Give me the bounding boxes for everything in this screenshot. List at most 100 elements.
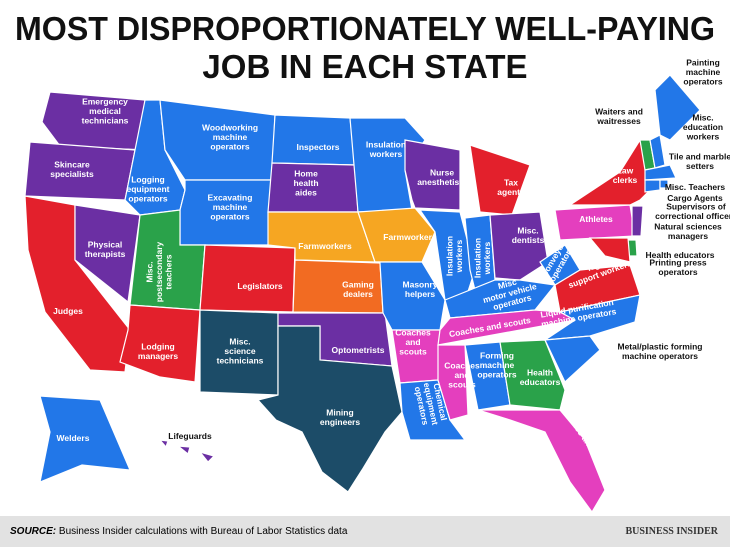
state: [357, 207, 436, 263]
label-line: Metal/plastic forming: [617, 342, 702, 352]
region-label: Supervisors of correctional officers: [655, 202, 730, 222]
region-label: Judges: [53, 306, 83, 316]
region-label: Mining engineers: [320, 408, 360, 428]
region-label: Health educators: [646, 250, 715, 260]
label-line: Lodging: [141, 342, 175, 352]
label-line: scouts: [448, 380, 476, 390]
region-label: Gaming dealers: [342, 280, 374, 300]
brand: BUSINESS INSIDER: [625, 526, 718, 537]
label-line: education: [683, 122, 723, 132]
state: [158, 439, 169, 449]
region-label: Physical therapists: [85, 240, 126, 260]
label-line: Farmworkers: [298, 241, 352, 251]
region-label: Law clerks: [613, 166, 638, 186]
region-label: Insulationworkers: [473, 238, 493, 278]
label-line: and: [405, 337, 420, 347]
label-line: Tile and marble: [669, 152, 730, 162]
label-line: workers: [454, 239, 464, 273]
label-line: correctional officers: [655, 211, 730, 221]
region-label: Cargo Agents: [667, 193, 723, 203]
state: [176, 445, 191, 456]
region-label: Farmworkers: [383, 232, 437, 242]
label-line: Misc: [497, 277, 518, 292]
label-line: aides: [295, 188, 317, 198]
state: [499, 339, 566, 411]
label-line: Athletes: [579, 214, 613, 224]
region-label: Tile and marble setters: [669, 152, 730, 172]
state: [649, 134, 666, 169]
label-line: machine: [213, 202, 248, 212]
label-line: Misc. Teachers: [665, 182, 726, 192]
label-line: Painting: [686, 58, 720, 68]
label-line: and: [454, 370, 469, 380]
region-label: Lifeguards: [168, 431, 212, 441]
region-label: Emergency medical technicians: [82, 97, 129, 126]
state: [404, 139, 461, 211]
label-line: specialists: [50, 169, 94, 179]
label-line: machine: [480, 360, 515, 370]
label-line: dentists: [512, 235, 545, 245]
label-line: machine: [686, 67, 721, 77]
label-line: Farmworkers: [383, 232, 437, 242]
label-line: Logging: [131, 175, 165, 185]
region-label: Metal/plastic forming machine operators: [617, 342, 702, 362]
label-line: Supervisors of: [666, 202, 726, 212]
region-label: Misc. science technicians: [217, 337, 264, 366]
state: [437, 344, 469, 421]
region-label: Painting machine operators: [683, 58, 722, 87]
region-label: Farmworkers: [298, 241, 352, 251]
label-line: workers: [482, 241, 492, 275]
label-line: Insulation: [473, 238, 483, 278]
state: [588, 237, 631, 263]
region-label: Welders: [57, 433, 90, 443]
region-label: Insulationworkers: [445, 236, 465, 276]
label-line: clerks: [613, 175, 638, 185]
label-line: Gaming: [342, 280, 374, 290]
label-line: Cargo Agents: [667, 193, 723, 203]
label-line: workers: [686, 132, 720, 142]
region-label: Misc. Teachers: [665, 182, 726, 192]
state: [198, 450, 216, 463]
label-line: machine operators: [622, 351, 698, 361]
label-line: Woodworking: [202, 123, 258, 133]
label-line: engineers: [320, 417, 360, 427]
region-label: Natural sciences managers: [654, 222, 722, 242]
label-line: Inspectors: [297, 142, 340, 152]
label-line: Mining: [326, 408, 353, 418]
state: [654, 74, 701, 141]
state: [469, 144, 531, 216]
state: [271, 114, 356, 166]
source-label: SOURCE:: [10, 526, 56, 537]
label-line: Nurse: [430, 168, 454, 178]
region-label: Health educators: [520, 368, 561, 388]
state: [256, 325, 403, 493]
label-line: Welders: [57, 433, 90, 443]
region-label: Logging equipment operators: [127, 175, 170, 204]
region-label: Coaches and scouts: [395, 328, 431, 357]
label-line: waitresses: [596, 116, 641, 126]
region-label: Optometrists: [332, 345, 385, 355]
label-line: Waiters and: [595, 107, 643, 117]
label-line: Coaches: [444, 361, 480, 371]
label-line: Physical: [88, 240, 123, 250]
label-line: managers: [668, 231, 708, 241]
label-line: Misc.: [692, 113, 713, 123]
label-line: Home: [294, 169, 318, 179]
state: [568, 138, 651, 206]
label-line: operators: [683, 77, 722, 87]
states: [24, 74, 701, 514]
label-line: anesthetists: [417, 177, 467, 187]
label-line: agents: [497, 187, 525, 197]
label-line: managers: [138, 351, 178, 361]
label-line: Misc.: [517, 226, 538, 236]
region-label: Athletes: [579, 214, 613, 224]
label-line: scouts: [399, 347, 427, 357]
state: [644, 164, 677, 181]
region-label: Misc. education workers: [683, 113, 723, 142]
label-line: educators: [520, 377, 561, 387]
region-label: Excavating machine operators: [208, 193, 253, 222]
state: [489, 211, 549, 281]
